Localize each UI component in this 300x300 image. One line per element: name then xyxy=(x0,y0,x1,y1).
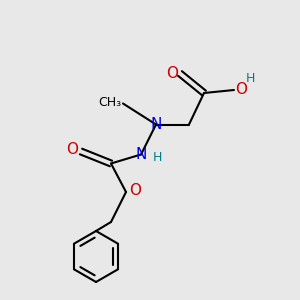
Text: O: O xyxy=(66,142,78,158)
Text: CH₃: CH₃ xyxy=(98,95,122,109)
Text: H: H xyxy=(153,151,162,164)
Text: H: H xyxy=(246,71,255,85)
Text: O: O xyxy=(129,183,141,198)
Text: O: O xyxy=(167,66,178,81)
Text: N: N xyxy=(150,117,162,132)
Text: O: O xyxy=(236,82,247,98)
Text: N: N xyxy=(135,147,147,162)
